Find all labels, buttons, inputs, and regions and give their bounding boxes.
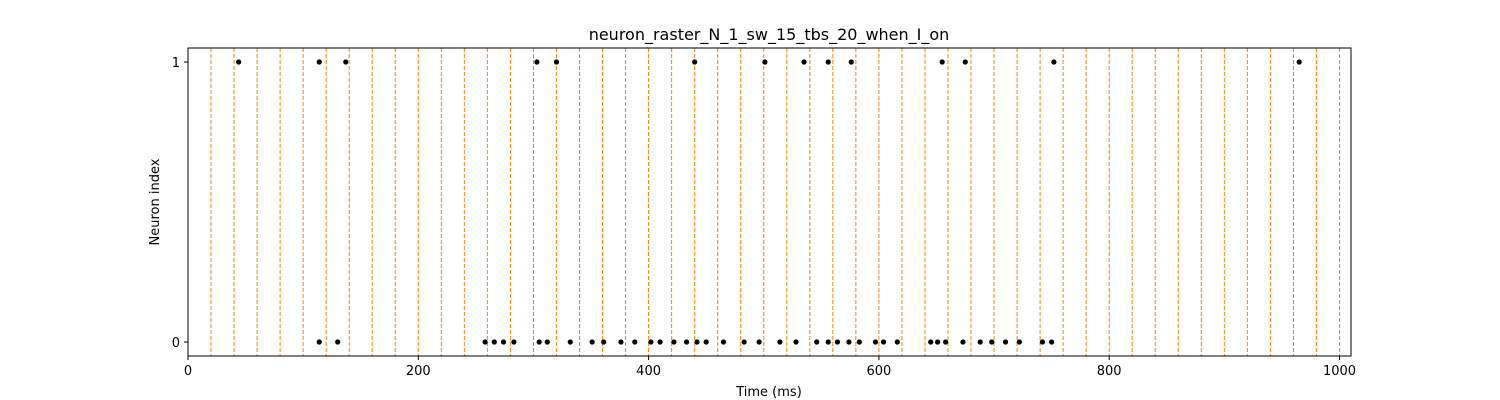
- x-axis-ticks: 0 200 400 600 800 1000: [184, 356, 1356, 379]
- spike-point: [534, 59, 540, 65]
- spike-point: [316, 339, 322, 345]
- spike-point: [648, 339, 654, 345]
- spike-point: [511, 339, 517, 345]
- spike-point: [793, 339, 799, 345]
- spike-point: [500, 339, 507, 345]
- spike-point: [589, 339, 595, 345]
- x-tick-label: 600: [866, 364, 891, 379]
- spike-point: [960, 339, 966, 345]
- spike-point: [683, 339, 690, 345]
- x-tick-label: 800: [1097, 364, 1122, 379]
- spike-point: [856, 339, 862, 345]
- spike-point: [962, 59, 968, 65]
- spike-point: [741, 339, 747, 345]
- spike-point: [1051, 59, 1057, 65]
- spike-point: [825, 339, 831, 345]
- spike-point: [1039, 339, 1046, 345]
- spike-point: [553, 59, 560, 65]
- spike-point: [316, 59, 322, 65]
- x-tick-label: 0: [184, 364, 192, 379]
- spike-point: [880, 339, 887, 345]
- spike-point: [894, 339, 900, 345]
- spike-point: [482, 339, 488, 345]
- x-tick-label: 200: [406, 364, 431, 379]
- spike-point: [872, 339, 879, 345]
- spike-point: [1016, 339, 1022, 345]
- spike-point: [491, 339, 497, 345]
- y-axis-ticks: 01: [172, 56, 188, 351]
- spike-point: [825, 59, 831, 65]
- spike-point: [567, 339, 573, 345]
- x-tick-label: 1000: [1323, 364, 1356, 379]
- plot-frame: [187, 47, 1352, 357]
- spike-point: [943, 339, 949, 345]
- spike-point: [236, 59, 242, 65]
- spike-point: [544, 339, 550, 345]
- spike-point: [692, 59, 698, 65]
- spike-point: [536, 339, 542, 345]
- chart-title: neuron_raster_N_1_sw_15_tbs_20_when_I_on: [589, 25, 950, 45]
- spike-point: [1296, 59, 1302, 65]
- spike-point: [601, 339, 607, 345]
- spike-point: [671, 339, 677, 345]
- stimulus-lines: [187, 48, 1340, 356]
- x-tick-label: 400: [636, 364, 661, 379]
- spike-point: [848, 59, 854, 65]
- spike-point: [657, 339, 663, 345]
- y-axis-label: Neuron index: [148, 158, 163, 245]
- spike-markers: [236, 59, 1302, 345]
- spike-point: [814, 339, 820, 345]
- spike-point: [989, 339, 995, 345]
- spike-point: [928, 339, 934, 345]
- spike-point: [720, 339, 727, 345]
- spike-point: [694, 339, 700, 345]
- spike-point: [777, 339, 783, 345]
- spike-point: [846, 339, 852, 345]
- spike-point: [756, 339, 762, 345]
- spike-point: [1002, 339, 1009, 345]
- spike-point: [343, 59, 349, 65]
- y-tick-label: 1: [172, 56, 180, 71]
- spike-point: [618, 339, 624, 345]
- spike-point: [1049, 339, 1055, 345]
- y-tick-label: 0: [172, 336, 180, 351]
- spike-point: [977, 339, 983, 345]
- spike-point: [801, 59, 807, 65]
- spike-point: [632, 339, 638, 345]
- x-axis-label: Time (ms): [735, 385, 802, 400]
- spike-point: [703, 339, 709, 345]
- spike-point: [935, 339, 941, 345]
- spike-point: [834, 339, 841, 345]
- spike-point: [762, 59, 768, 65]
- spike-point: [939, 59, 945, 65]
- spike-point: [335, 339, 341, 345]
